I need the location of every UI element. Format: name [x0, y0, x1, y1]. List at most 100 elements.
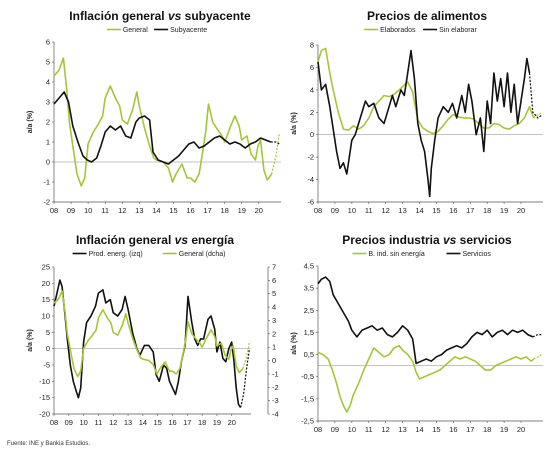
x-tick-label: 18: [483, 206, 491, 215]
y-tick-label: -6: [307, 198, 314, 207]
series-line-2: [317, 49, 531, 198]
chart-title-part: Inflación general: [76, 233, 175, 247]
y2-tick-label: 0: [272, 356, 276, 365]
x-tick-label: 12: [109, 418, 117, 427]
forecast-line-2: [270, 141, 280, 145]
y2-tick-label: 3: [272, 316, 276, 325]
x-tick-label: 11: [101, 206, 109, 215]
chart-title: Inflación general vs energía: [76, 233, 234, 247]
y-tick-label: -2: [43, 198, 50, 207]
x-tick-label: 18: [198, 418, 206, 427]
y-axis-label: a/a (%): [27, 329, 34, 352]
chart-title-part: Inflación general: [69, 9, 168, 23]
x-tick-label: 16: [168, 418, 176, 427]
legend: B. ind. sin energía Servicios: [352, 251, 491, 258]
chart-panel-3: Inflación general vs energía Prod. energ.…: [27, 233, 279, 427]
y-axis-label: a/a (%): [27, 111, 34, 134]
y-tick-label: 2,5: [304, 306, 314, 315]
x-tick-label: 15: [154, 418, 162, 427]
x-tick-label: 15: [432, 206, 440, 215]
y2-tick-label: -4: [272, 410, 279, 419]
x-tick-label: 20: [517, 425, 525, 434]
x-tick-label: 17: [466, 425, 474, 434]
x-tick-label: 08: [50, 206, 58, 215]
y-tick-label: 5: [46, 58, 50, 67]
y2-tick-label: 4: [272, 303, 276, 312]
x-tick-label: 10: [84, 206, 92, 215]
series-line-2: [317, 276, 534, 365]
y-axis-label: a/a (%): [291, 332, 298, 355]
x-tick-label: 17: [183, 418, 191, 427]
x-tick-label: 14: [139, 418, 147, 427]
y-tick-label: -4: [307, 175, 314, 184]
y-tick-label: -2,5: [301, 417, 314, 426]
forecast-line-2: [528, 72, 542, 119]
y-tick-label: -1,5: [301, 394, 314, 403]
y-tick-label: 4: [310, 85, 314, 94]
series-line-2: [53, 290, 244, 378]
legend: Elaborados Sin elaborar: [364, 27, 478, 34]
y-tick-label: 0: [310, 130, 314, 139]
y-tick-label: 2: [46, 118, 50, 127]
legend-label: Servicios: [463, 251, 492, 258]
y-tick-label: 25: [42, 263, 50, 272]
y2-tick-label: 6: [272, 276, 276, 285]
y-tick-label: -0,5: [301, 372, 314, 381]
x-tick-label: 17: [466, 206, 474, 215]
chart-title-vs: vs: [443, 233, 457, 247]
chart-panel-2: Precios de alimentos Elaborados Sin elabor…: [291, 9, 543, 215]
legend-label: Elaborados: [380, 27, 416, 34]
source-note: Fuente: INE y Bankia Estudios.: [7, 441, 91, 447]
x-tick-label: 11: [365, 425, 373, 434]
series-line-1: [53, 279, 242, 408]
x-tick-label: 13: [135, 206, 143, 215]
chart-panel-4: Precios industria vs servicios B. ind. si…: [291, 233, 543, 434]
legend-label: General (dcha): [179, 251, 226, 258]
x-tick-label: 20: [228, 418, 236, 427]
chart-title-part: servicios: [456, 233, 512, 247]
x-tick-label: 20: [517, 206, 525, 215]
chart-title-part: subyacente: [181, 9, 251, 23]
x-tick-label: 13: [124, 418, 132, 427]
chart-title-part: Precios de alimentos: [367, 9, 487, 23]
series-line-2: [53, 91, 272, 165]
series-line-1: [53, 57, 273, 187]
y2-tick-label: -3: [272, 396, 279, 405]
y2-tick-label: 5: [272, 289, 276, 298]
legend-label: General: [123, 27, 148, 34]
y-tick-label: -1: [43, 178, 50, 187]
x-tick-label: 15: [169, 206, 177, 215]
y-tick-label: 0: [46, 344, 50, 353]
x-tick-label: 19: [500, 425, 508, 434]
chart-title-vs: vs: [168, 9, 182, 23]
x-tick-label: 14: [415, 206, 423, 215]
x-tick-label: 09: [67, 206, 75, 215]
legend-label: B. ind. sin energía: [368, 251, 425, 258]
y2-tick-label: 1: [272, 343, 276, 352]
y-tick-label: 8: [310, 41, 314, 50]
x-tick-label: 13: [398, 206, 406, 215]
y-tick-label: 3,5: [304, 284, 314, 293]
x-tick-label: 10: [348, 206, 356, 215]
chart-title: Precios industria vs servicios: [342, 233, 512, 247]
x-tick-label: 12: [381, 425, 389, 434]
x-tick-label: 08: [314, 425, 322, 434]
y2-tick-label: -2: [272, 383, 279, 392]
forecast-line-1: [533, 112, 542, 119]
x-tick-label: 08: [314, 206, 322, 215]
x-tick-label: 09: [65, 418, 73, 427]
y-tick-label: 0: [46, 158, 50, 167]
x-tick-label: 09: [331, 425, 339, 434]
y-tick-label: 5: [46, 328, 50, 337]
y-tick-label: 3: [46, 98, 50, 107]
y-tick-label: -5: [43, 361, 50, 370]
x-tick-label: 16: [186, 206, 194, 215]
x-tick-label: 08: [50, 418, 58, 427]
chart-title-part: Precios industria: [342, 233, 443, 247]
x-tick-label: 18: [483, 425, 491, 434]
y-tick-label: -15: [39, 393, 50, 402]
x-tick-label: 19: [238, 206, 246, 215]
y2-tick-label: 7: [272, 263, 276, 272]
x-tick-label: 10: [348, 425, 356, 434]
